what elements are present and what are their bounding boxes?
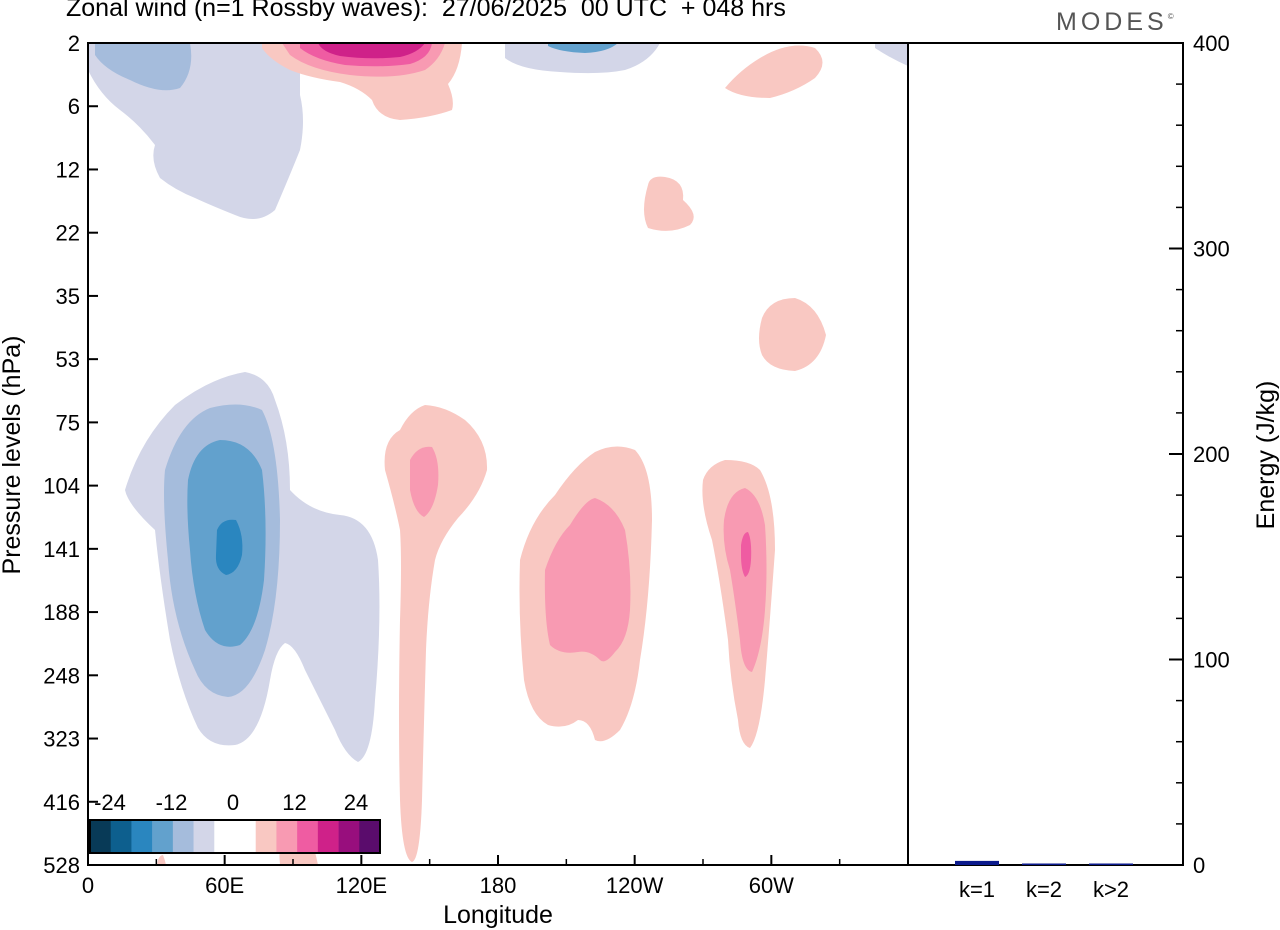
region-pos-155w-core	[544, 498, 631, 662]
region-top-neg	[505, 43, 660, 74]
colorbar-swatch	[90, 820, 112, 853]
region-upper-neg-core	[95, 43, 192, 91]
energy-axis-label: Energy (J/kg)	[1252, 381, 1280, 530]
colorbar-tick-label: 12	[282, 790, 306, 815]
energy-bar	[1089, 863, 1133, 865]
x-tick-label: 180	[480, 873, 517, 898]
y-tick-label: 75	[56, 410, 80, 435]
colorbar-swatch	[276, 820, 298, 853]
colorbar-swatch	[359, 820, 381, 853]
colorbar: -24 -12 0 12 24	[89, 790, 381, 854]
region-pos-150e-core	[410, 446, 439, 517]
colorbar-swatch	[235, 820, 257, 853]
copyright-mark: ©	[1167, 12, 1174, 21]
colorbar-tick-label: 24	[344, 790, 368, 815]
energy-bar	[1022, 863, 1066, 865]
y-tick-label: 141	[43, 537, 80, 562]
y-tick-label: 53	[56, 347, 80, 372]
region-pos-70w-max	[741, 532, 752, 577]
colorbar-frame	[89, 819, 381, 854]
colorbar-swatch	[193, 820, 215, 853]
colorbar-swatch	[152, 820, 174, 853]
energy-tick-label: 0	[1193, 853, 1205, 878]
y-axis-label: Pressure levels (hPa)	[0, 336, 26, 575]
x-tick-label: 0	[82, 873, 94, 898]
y-tick-label: 35	[56, 284, 80, 309]
region-pos-70w-core	[723, 488, 767, 672]
y-tick-label: 248	[43, 663, 80, 688]
energy-category-label: k=1	[959, 877, 995, 902]
energy-bar	[955, 860, 999, 865]
y-tick-label: 416	[43, 790, 80, 815]
y-tick-label: 22	[56, 221, 80, 246]
colorbar-swatch	[317, 820, 339, 853]
energy-bars: k=1 k=2 k>2	[955, 860, 1133, 902]
region-top-right-neg	[875, 43, 908, 66]
region-top-right-pos	[725, 45, 823, 98]
y-tick-label: 104	[43, 474, 80, 499]
region-bottom-pos-small	[157, 855, 166, 865]
energy-category-label: k=2	[1026, 877, 1062, 902]
y-tick-label: 323	[43, 727, 80, 752]
y-tick-label: 528	[43, 853, 80, 878]
colorbar-tick-label: 0	[227, 790, 239, 815]
colorbar-swatch	[172, 820, 194, 853]
energy-tick-label: 200	[1193, 442, 1230, 467]
energy-tick-label: 100	[1193, 648, 1230, 673]
energy-frame	[907, 42, 1184, 866]
x-tick-label: 60W	[749, 873, 794, 898]
colorbar-swatch	[255, 820, 277, 853]
region-neg-core	[215, 519, 243, 575]
region-small-pos-a	[644, 176, 694, 231]
y-tick-label: 12	[56, 157, 80, 182]
energy-category-label: k>2	[1093, 877, 1129, 902]
colorbar-tick-label: -12	[156, 790, 188, 815]
x-tick-label: 60E	[205, 873, 244, 898]
region-upper-pos-4	[318, 43, 425, 59]
x-tick-label: 120W	[606, 873, 664, 898]
region-small-pos-b	[759, 298, 826, 371]
energy-tick-label: 300	[1193, 237, 1230, 262]
logo-text: MODES	[1056, 8, 1168, 36]
colorbar-swatch	[110, 820, 132, 853]
y-tick-label: 2	[68, 31, 80, 56]
x-axis-label: Longitude	[443, 901, 553, 929]
colorbar-swatch	[131, 820, 153, 853]
contour-field	[88, 43, 908, 865]
colorbar-swatch	[297, 820, 319, 853]
colorbar-tick-label: -24	[94, 790, 126, 815]
y-tick-label: 188	[43, 600, 80, 625]
region-top-neg-core	[548, 43, 618, 53]
energy-tick-label: 400	[1193, 31, 1230, 56]
colorbar-swatch	[214, 820, 236, 853]
x-tick-label: 120E	[336, 873, 387, 898]
y-tick-label: 6	[68, 94, 80, 119]
modes-logo: MODES©	[1056, 8, 1174, 37]
chart-title: Zonal wind (n=1 Rossby waves): 27/06/202…	[66, 0, 786, 22]
colorbar-swatch	[338, 820, 360, 853]
region-upper-neg	[88, 43, 303, 219]
region-pos-150e-outer	[384, 405, 488, 862]
